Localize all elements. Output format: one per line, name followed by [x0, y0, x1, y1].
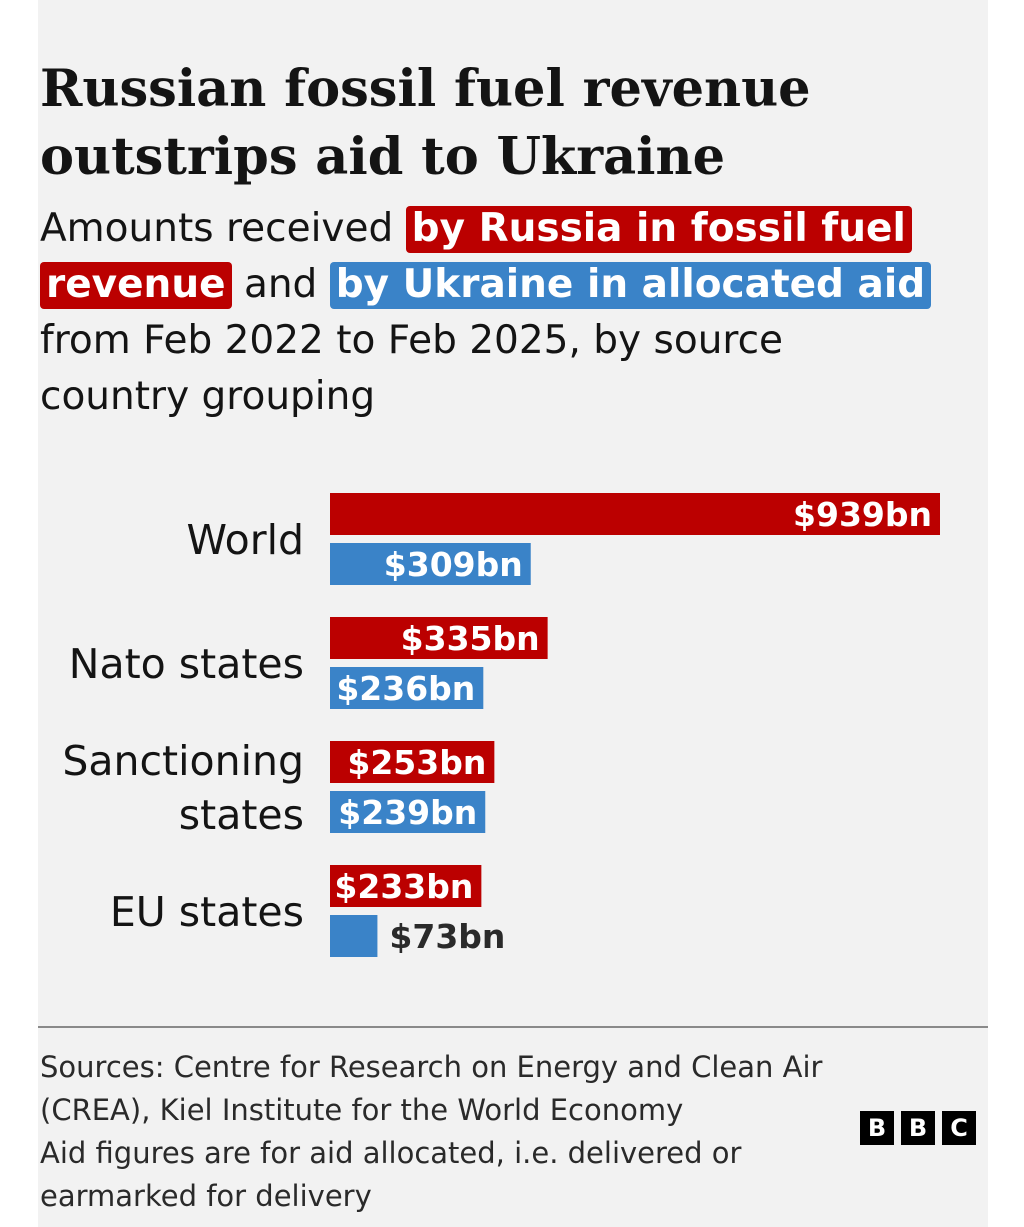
bbc-logo-letter-1: B	[860, 1111, 894, 1145]
category-label: states	[179, 791, 304, 839]
category-label: Nato states	[69, 640, 304, 688]
data-label: $253bn	[347, 743, 486, 782]
bbc-logo-letter-3: C	[942, 1111, 976, 1145]
category-label: World	[187, 516, 305, 564]
subtitle-prefix: Amounts received	[40, 206, 406, 251]
category-label: Sanctioning	[62, 737, 304, 785]
footer-note: Aid figures are for aid allocated, i.e. …	[40, 1136, 742, 1213]
category-label: EU states	[110, 888, 304, 936]
bar-russia-revenue	[330, 617, 548, 659]
bar-chart: World $939bn $309bn Nato states $335bn $236bn…	[62, 493, 940, 957]
bbc-logo-letter-2: B	[901, 1111, 935, 1145]
bar-russia-revenue	[330, 741, 495, 783]
data-label: $233bn	[334, 867, 473, 906]
bar-ukraine-aid	[330, 543, 531, 585]
footer-divider	[38, 1026, 988, 1028]
bar-russia-revenue	[330, 493, 940, 535]
subtitle-middle: and	[231, 262, 330, 307]
subtitle-suffix: from Feb 2022 to Feb 2025, by source cou…	[40, 318, 784, 419]
data-label: $335bn	[401, 619, 540, 658]
bar-ukraine-aid	[330, 915, 378, 957]
bar-russia-revenue	[330, 865, 482, 907]
legend-ukraine-highlight: by Ukraine in allocated aid	[329, 262, 932, 309]
bbc-logo: B B C	[860, 1111, 976, 1145]
data-label: $939bn	[793, 495, 932, 534]
chart-title: Russian fossil fuel revenue outstrips ai…	[40, 59, 811, 187]
chart-subtitle: Amounts received by Russia in fossil fue…	[40, 201, 940, 425]
data-label: $239bn	[338, 793, 477, 832]
data-label: $309bn	[384, 545, 523, 584]
bar-ukraine-aid	[330, 667, 484, 709]
bar-ukraine-aid	[330, 791, 486, 833]
footer: Sources: Centre for Research on Energy a…	[40, 1046, 840, 1218]
chart-card	[38, 0, 988, 1227]
footer-sources: Sources: Centre for Research on Energy a…	[40, 1050, 823, 1127]
data-label: $73bn	[389, 917, 505, 956]
data-label: $236bn	[336, 669, 475, 708]
